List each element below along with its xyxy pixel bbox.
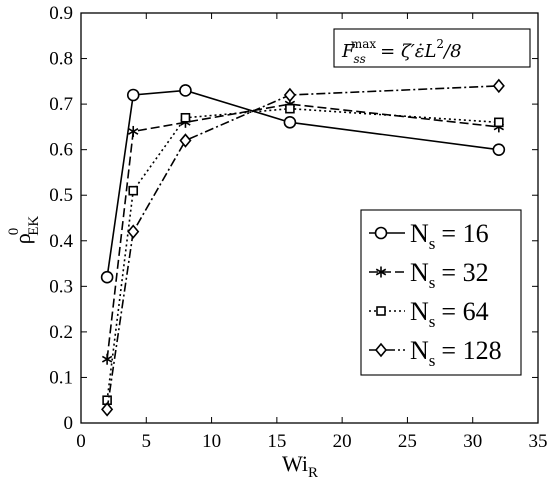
y-tick-label: 0.3 (49, 276, 73, 297)
y-tick-label: 0.4 (49, 231, 73, 252)
data-point-square (285, 103, 295, 114)
legend: Ns = 16 Ns = 32 Ns = 64 Ns = 128 (360, 209, 522, 376)
y-tick-label: 0.7 (49, 94, 73, 115)
series-layer (100, 78, 506, 417)
legend-entry-4: Ns = 128 (369, 336, 502, 370)
data-point-diamond (179, 133, 192, 148)
legend-entries: Ns = 16 Ns = 32 Ns = 64 Ns = 128 (369, 219, 502, 370)
series-line (106, 103, 499, 360)
legend-marker (374, 342, 388, 358)
data-point-circle (179, 84, 192, 97)
formula-box (333, 28, 531, 68)
x-tick-label: 15 (267, 431, 286, 452)
legend-label: Ns = 128 (410, 336, 502, 370)
data-point-diamond (283, 87, 296, 103)
data-point-circle (126, 88, 140, 102)
series-3 (102, 103, 504, 406)
x-tick-label: 5 (142, 431, 152, 452)
y-tick-label: 0.9 (49, 3, 73, 24)
legend-box (360, 209, 522, 376)
x-tick-label: 0 (76, 431, 86, 452)
data-point-circle (283, 116, 297, 129)
y-tick-label: 0.1 (49, 367, 73, 388)
x-tick-label: 25 (398, 431, 417, 452)
legend-marker (375, 266, 387, 278)
y-axis-label-sup: 0 (6, 228, 22, 236)
y-axis-label-sub: EK (26, 216, 42, 236)
x-tick-label: 20 (333, 431, 352, 452)
data-point-asterisk (101, 353, 113, 365)
data-point-diamond (101, 402, 114, 417)
x-tick-label: 35 (529, 431, 548, 452)
data-point-square (180, 112, 191, 123)
y-axis-label: ρ0 EK (6, 216, 42, 245)
legend-entry-3: Ns = 64 (369, 297, 489, 331)
x-axis-label: WiR (282, 451, 318, 481)
data-point-circle (100, 270, 114, 284)
formula-text: Fssmax = ζ′ε̇L2/8 (341, 37, 462, 66)
y-tick-label: 0 (64, 413, 74, 434)
axis-ticks: 0 5 10 15 20 25 30 35 0 0.1 0.2 0.3 0.4 0.5 0.6 0.7 0.8 0… (49, 3, 547, 452)
x-axis-label-main: Wi (282, 451, 308, 476)
legend-marker (374, 226, 388, 240)
legend-label: Ns = 16 (410, 219, 489, 253)
data-point-square (494, 117, 504, 128)
data-point-asterisk (128, 125, 139, 137)
data-point-diamond (127, 224, 140, 239)
y-tick-label: 0.5 (49, 185, 73, 206)
legend-marker (376, 306, 386, 316)
legend-label: Ns = 32 (410, 258, 489, 292)
x-axis-label-sub: R (308, 465, 318, 481)
y-tick-label: 0.2 (49, 322, 73, 343)
x-tick-label: 10 (202, 431, 221, 452)
series-4 (101, 78, 505, 417)
legend-entry-2: Ns = 32 (369, 258, 489, 292)
legend-label: Ns = 64 (410, 297, 489, 331)
legend-entry-1: Ns = 16 (369, 219, 489, 253)
y-tick-label: 0.6 (49, 140, 73, 161)
y-tick-label: 0.8 (49, 49, 73, 70)
data-point-diamond (492, 78, 505, 94)
data-point-circle (492, 143, 506, 156)
x-tick-label: 30 (463, 431, 482, 452)
series-1 (100, 84, 506, 284)
data-point-square (128, 185, 139, 196)
plot-frame (80, 12, 539, 424)
y-axis-label-main: ρ (10, 233, 35, 244)
formula-annotation: Fssmax = ζ′ε̇L2/8 (333, 28, 531, 68)
